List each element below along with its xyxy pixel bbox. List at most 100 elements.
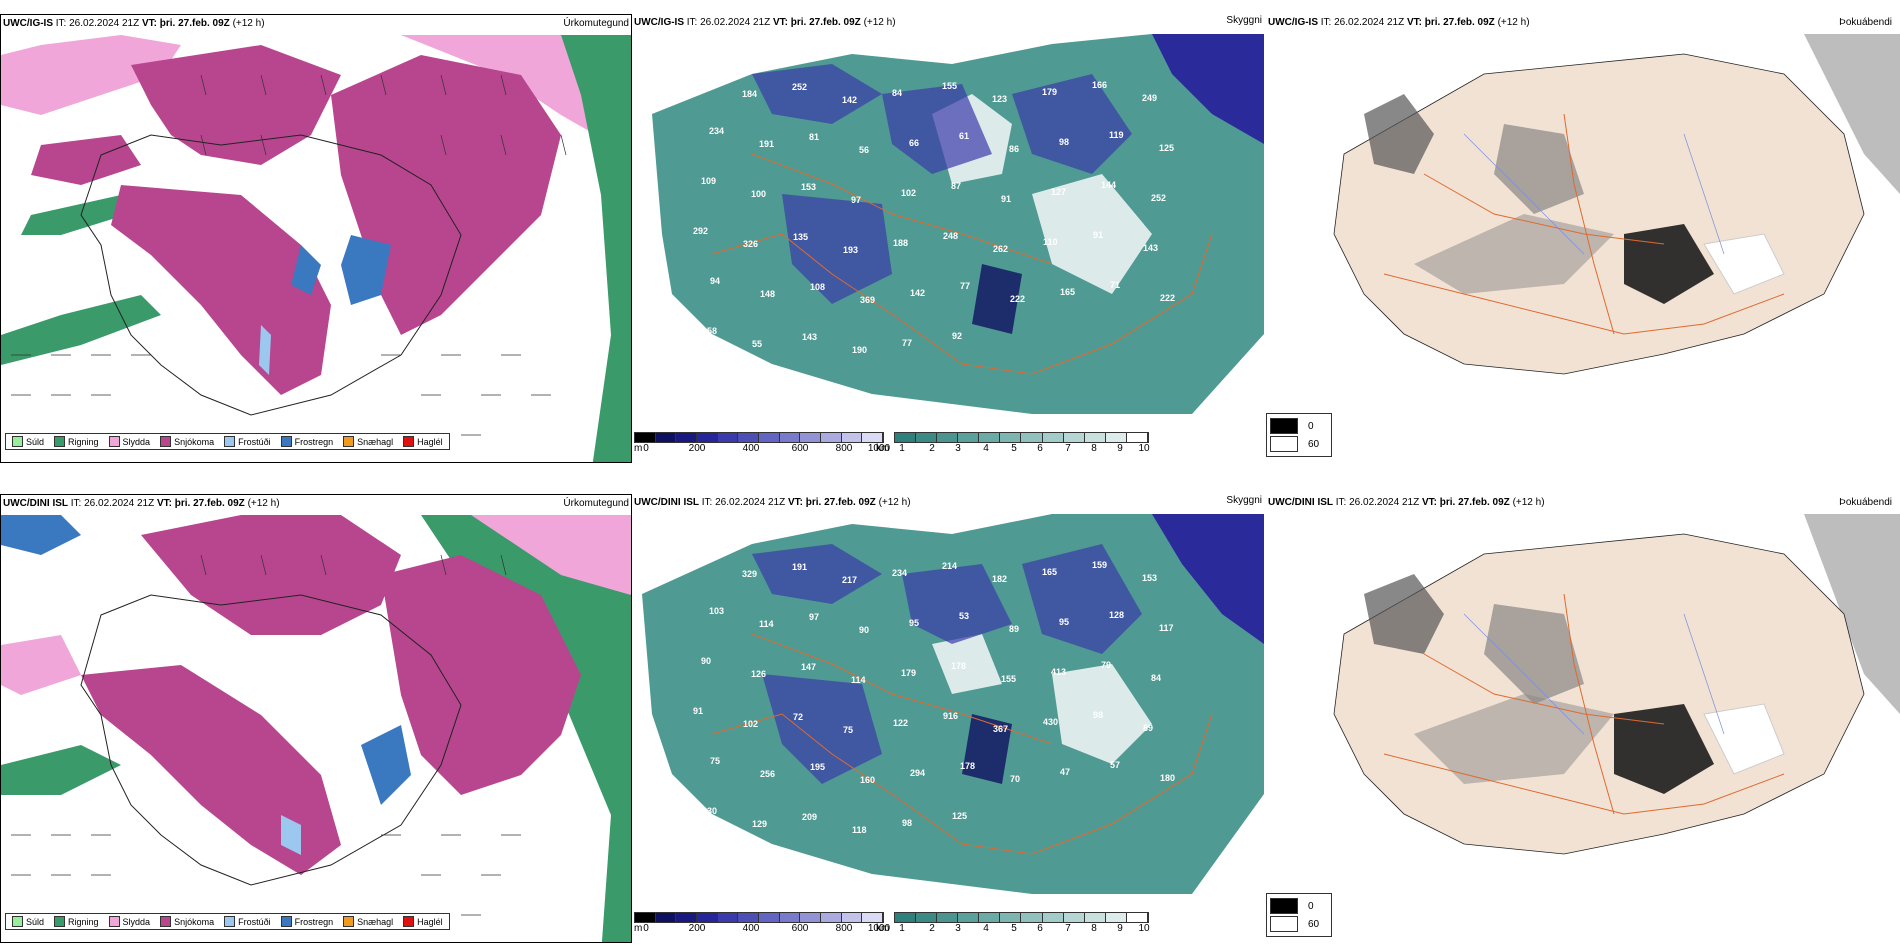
visibility-value-label: 155 bbox=[942, 81, 957, 91]
visibility-value-label: 143 bbox=[802, 332, 817, 342]
colorbar-km-tick: 2 bbox=[929, 443, 935, 454]
colorbar-km-unit: km bbox=[876, 923, 890, 934]
colorbar-segment bbox=[1021, 913, 1043, 922]
visibility-value-label: 84 bbox=[892, 88, 902, 98]
legend-label: Súld bbox=[26, 916, 45, 927]
visibility-value-label: 190 bbox=[852, 345, 867, 355]
visibility-value-label: 55 bbox=[752, 339, 762, 349]
visibility-value-label: 330 bbox=[702, 806, 717, 816]
visibility-value-label: 191 bbox=[792, 562, 807, 572]
panel-title: Úrkomutegund bbox=[563, 498, 629, 509]
visibility-value-label: 86 bbox=[1009, 144, 1019, 154]
legend-swatch bbox=[54, 436, 66, 447]
colorbar-m-tick: 200 bbox=[688, 923, 706, 934]
colorbar-segment bbox=[862, 913, 884, 922]
visibility-value-label: 97 bbox=[851, 195, 861, 205]
visibility-value-label: 179 bbox=[1042, 87, 1057, 97]
it-value: 26.02.2024 21Z bbox=[69, 18, 140, 29]
fog-key-swatch bbox=[1270, 898, 1298, 914]
vt-value: þri. 27.feb. 09Z bbox=[1439, 497, 1510, 508]
precip-legend: Súld Rigning Slydda Snjókoma Frostúði Fr… bbox=[5, 433, 450, 450]
visibility-value-label: 91 bbox=[693, 706, 703, 716]
panel-title: Þokuábendi bbox=[1839, 497, 1892, 508]
visibility-value-label: 135 bbox=[793, 232, 808, 242]
visibility-value-label: 91 bbox=[1001, 194, 1011, 204]
fog-index-panel: UWC/DINI ISL IT: 26.02.2024 21Z VT: þri.… bbox=[1264, 494, 1900, 943]
colorbar-segment bbox=[759, 433, 780, 442]
visibility-value-label: 81 bbox=[809, 132, 819, 142]
visibility-value-label: 214 bbox=[942, 561, 957, 571]
visibility-value-label: 256 bbox=[760, 769, 775, 779]
visibility-value-label: 369 bbox=[860, 295, 875, 305]
visibility-value-label: 61 bbox=[959, 131, 969, 141]
vt-label: VT: bbox=[1421, 497, 1437, 508]
colorbar-m-tick: 0 bbox=[643, 443, 649, 454]
model-name: UWC/IG-IS bbox=[634, 17, 684, 28]
precip-type-panel: UWC/DINI ISL IT: 26.02.2024 21Z VT: þri.… bbox=[0, 494, 632, 943]
colorbar-segment bbox=[1105, 913, 1127, 922]
vt-label: VT: bbox=[787, 497, 803, 508]
colorbar-m-ticks: 0 200 400 600 800 1000 bbox=[634, 443, 890, 455]
panel-header: UWC/DINI ISL IT: 26.02.2024 21Z VT: þri.… bbox=[634, 496, 911, 510]
colorbar-segment bbox=[759, 913, 780, 922]
visibility-value-label: 119 bbox=[1109, 130, 1124, 140]
visibility-value-label: 115 bbox=[692, 556, 707, 566]
model-name: UWC/DINI ISL bbox=[3, 498, 68, 509]
visibility-value-label: 95 bbox=[1059, 617, 1069, 627]
colorbar-km-tick: 9 bbox=[1117, 443, 1123, 454]
visibility-value-label: 249 bbox=[1142, 93, 1157, 103]
legend-label: Frostregn bbox=[294, 916, 334, 927]
visibility-value-label: 84 bbox=[1151, 673, 1161, 683]
colorbar-segment bbox=[937, 913, 959, 922]
visibility-value-label: 303 bbox=[692, 76, 707, 86]
colorbar-segment bbox=[1126, 913, 1148, 922]
visibility-value-label: 70 bbox=[1010, 774, 1020, 784]
visibility-value-label: 89 bbox=[1143, 723, 1153, 733]
legend-label: Haglél bbox=[417, 436, 443, 447]
legend-label: Haglél bbox=[417, 916, 443, 927]
model-name: UWC/IG-IS bbox=[1268, 17, 1318, 28]
panel-header: UWC/DINI ISL IT: 26.02.2024 21Z VT: þri.… bbox=[3, 497, 280, 511]
panel-header: UWC/IG-IS IT: 26.02.2024 21Z VT: þri. 27… bbox=[3, 17, 265, 31]
legend-item: Haglél bbox=[403, 916, 443, 927]
visibility-value-label: 165 bbox=[1060, 287, 1075, 297]
legend-swatch bbox=[54, 916, 66, 927]
colorbar-segment bbox=[1084, 913, 1106, 922]
visibility-value-label: 180 bbox=[1160, 773, 1175, 783]
legend-swatch bbox=[403, 436, 415, 447]
legend-item: Frostregn bbox=[280, 916, 334, 927]
legend-label: Súld bbox=[26, 436, 45, 447]
lead-time: (+12 h) bbox=[863, 17, 896, 28]
colorbar-segment bbox=[895, 913, 917, 922]
vt-label: VT: bbox=[141, 18, 157, 29]
legend-swatch bbox=[108, 436, 120, 447]
legend-item: Slydda bbox=[108, 436, 150, 447]
it-label: IT: bbox=[1335, 497, 1347, 508]
visibility-value-label: 90 bbox=[701, 656, 711, 666]
visibility-value-label: 153 bbox=[1142, 573, 1157, 583]
colorbar-km-tick: 8 bbox=[1091, 923, 1097, 934]
legend-item: Frostúði bbox=[224, 916, 271, 927]
visibility-value-label: 118 bbox=[852, 825, 867, 835]
visibility-map: 115 329 191 217 234 214 182 165 159 153 103 114 97 90… bbox=[632, 514, 1264, 914]
visibility-value-label: 142 bbox=[842, 95, 857, 105]
colorbar-segment bbox=[979, 433, 1001, 442]
colorbar-segment bbox=[1021, 433, 1043, 442]
it-label: IT: bbox=[686, 17, 698, 28]
colorbar-m-unit: m bbox=[634, 443, 643, 454]
visibility-value-label: 91 bbox=[1093, 230, 1103, 240]
panel-header: UWC/DINI ISL IT: 26.02.2024 21Z VT: þri.… bbox=[1268, 496, 1545, 510]
legend-swatch bbox=[108, 916, 120, 927]
visibility-value-label: 413 bbox=[1051, 667, 1066, 677]
visibility-value-label: 191 bbox=[759, 139, 774, 149]
legend-swatch bbox=[160, 436, 172, 447]
colorbar-m-tick: 200 bbox=[688, 443, 706, 454]
colorbar-segment bbox=[916, 913, 938, 922]
vt-value: þri. 27.feb. 09Z bbox=[790, 17, 861, 28]
visibility-value-label: 147 bbox=[801, 662, 816, 672]
colorbar-m-tick: 0 bbox=[643, 923, 649, 934]
fog-key-swatch bbox=[1270, 916, 1298, 932]
visibility-value-label: 153 bbox=[801, 182, 816, 192]
panel-title: Úrkomutegund bbox=[563, 18, 629, 29]
vt-value: þri. 27.feb. 09Z bbox=[805, 497, 876, 508]
